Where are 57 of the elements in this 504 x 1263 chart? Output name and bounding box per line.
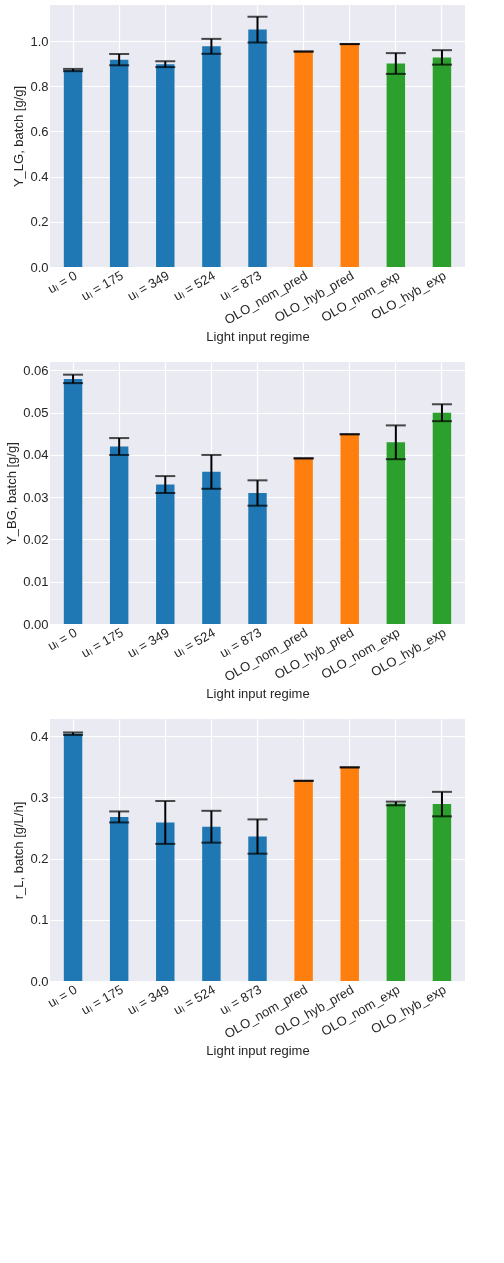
y-tick-label: 0.05: [23, 405, 49, 421]
x-tick-label: uₗ = 524: [170, 267, 218, 304]
y-tick-label: 0.04: [23, 447, 49, 463]
x-axis-title: Light input regime: [206, 329, 310, 345]
y-axis-title: Y_BG, batch [g/g]: [4, 442, 20, 545]
x-tick-label: uₗ = 349: [124, 624, 172, 661]
x-tick-label: uₗ = 175: [78, 267, 126, 304]
x-tick-label: uₗ = 175: [78, 624, 126, 661]
bar: [340, 434, 359, 624]
x-tick-label: uₗ = 524: [170, 981, 218, 1018]
bar: [156, 484, 175, 624]
bar: [109, 59, 129, 267]
y-tick-label: 0.4: [30, 169, 49, 185]
x-tick-label: uₗ = 349: [124, 267, 172, 304]
bar: [340, 44, 359, 267]
bar: [248, 836, 267, 981]
bar: [432, 804, 452, 981]
x-tick-label: uₗ = 349: [124, 981, 172, 1018]
bar: [386, 63, 406, 267]
y-tick-label: 0.4: [30, 728, 49, 744]
bar: [63, 733, 83, 981]
y-tick-label: 0.00: [23, 616, 49, 632]
bar: [63, 70, 83, 267]
y-tick-label: 0.2: [30, 851, 49, 867]
x-axis-title: Light input regime: [206, 686, 310, 702]
y-tick-label: 0.0: [30, 973, 49, 989]
bar: [340, 767, 359, 981]
bar: [294, 458, 313, 624]
y-tick-label: 0.03: [23, 489, 49, 505]
y-tick-label: 0.6: [30, 123, 49, 139]
y-tick-label: 0.1: [30, 912, 49, 928]
bar: [202, 46, 221, 267]
y-tick-label: 0.8: [30, 78, 49, 94]
bar: [432, 412, 452, 624]
y-tick-label: 0.02: [23, 531, 49, 547]
x-axis-title: Light input regime: [206, 1043, 310, 1059]
bar: [432, 57, 452, 267]
y-tick-label: 0.01: [23, 574, 49, 590]
y-axis-title: r_L, batch [g/L/h]: [11, 801, 27, 900]
y-tick-label: 0.3: [30, 789, 49, 805]
bar: [109, 816, 129, 981]
y-tick-label: 0.0: [30, 259, 49, 275]
bar: [248, 29, 267, 267]
bar: [248, 493, 267, 624]
x-tick-label: uₗ = 524: [170, 624, 218, 661]
y-tick-label: 0.2: [30, 214, 49, 230]
bar: [294, 780, 313, 981]
x-tick-label: uₗ = 175: [78, 981, 126, 1018]
bar: [202, 826, 221, 981]
bar: [386, 442, 406, 624]
y-tick-label: 0.06: [23, 362, 49, 378]
y-tick-label: 1.0: [30, 33, 49, 49]
bar: [294, 51, 313, 267]
bar: [156, 822, 175, 981]
bar: [202, 471, 221, 624]
bar: [109, 446, 129, 624]
y-axis-title: Y_LG, batch [g/g]: [11, 85, 27, 188]
